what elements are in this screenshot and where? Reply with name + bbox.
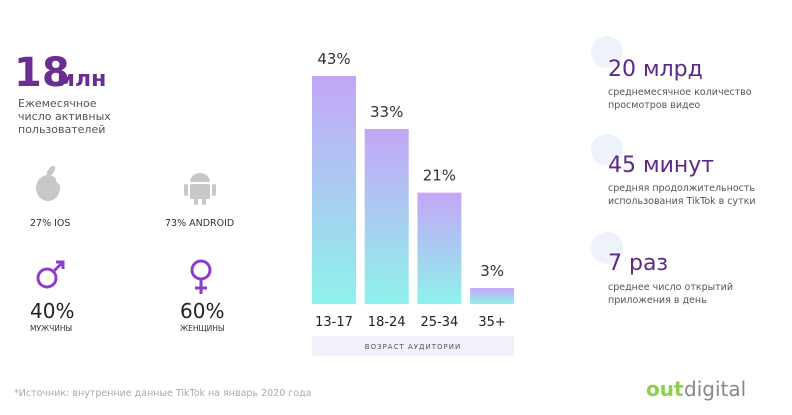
stat-desc: использования TikTok в сутки (608, 196, 756, 207)
gender-share: 40% (30, 299, 74, 323)
x-tick-label: 13-17 (315, 315, 353, 330)
stat-desc: среднемесячное количество (608, 87, 752, 98)
value-label: 21% (423, 167, 456, 185)
stat-value: 45 минут (608, 153, 714, 178)
gender-label: МУЖЧИНЫ (30, 324, 72, 333)
x-tick-label: 18-24 (368, 315, 406, 330)
gender-label: ЖЕНЩИНЫ (180, 324, 225, 333)
bar (312, 76, 356, 304)
stat-desc: приложения в день (608, 295, 707, 306)
stat-desc: просмотров видео (608, 100, 700, 111)
x-axis-label: ВОЗРАСТ АУДИТОРИИ (365, 343, 461, 351)
android-icon (184, 173, 216, 205)
bar (364, 129, 409, 304)
value-label: 43% (317, 50, 350, 68)
stat-desc: среднее число открытий (608, 282, 733, 293)
apple-icon (36, 165, 64, 201)
value-label: 33% (370, 103, 403, 121)
bar (470, 288, 515, 304)
logo-accent: out (646, 377, 684, 401)
platform-label: 73% ANDROID (165, 218, 234, 229)
logo-rest: digital (684, 377, 746, 401)
decor-circle (591, 134, 623, 166)
users-desc: Ежемесячное (18, 97, 97, 110)
bar (417, 192, 462, 304)
source-note: *Источник: внутренние данные TikTok на я… (14, 388, 311, 399)
value-label: 3% (480, 262, 504, 280)
platform-label: 27% IOS (30, 218, 70, 229)
users-desc: пользователей (18, 123, 105, 136)
gender-share: 60% (180, 299, 224, 323)
male-icon (36, 260, 65, 289)
users-number: 18 (14, 50, 70, 96)
x-tick-label: 35+ (478, 315, 505, 330)
stat-desc: средняя продолжительность (608, 183, 755, 194)
x-label-box (312, 336, 514, 356)
bar-chart: ВОЗРАСТ АУДИТОРИИ 43% 13-17 33% 18-24 21% 25-… (312, 50, 515, 356)
decor-circle (591, 232, 623, 264)
x-tick-label: 25-34 (421, 315, 459, 330)
stat-value: 20 млрд (608, 57, 703, 82)
users-unit: млн (57, 67, 106, 92)
decor-circle (591, 36, 623, 68)
users-desc: число активных (18, 110, 111, 123)
stat-value: 7 раз (608, 251, 668, 276)
female-icon (190, 259, 212, 294)
